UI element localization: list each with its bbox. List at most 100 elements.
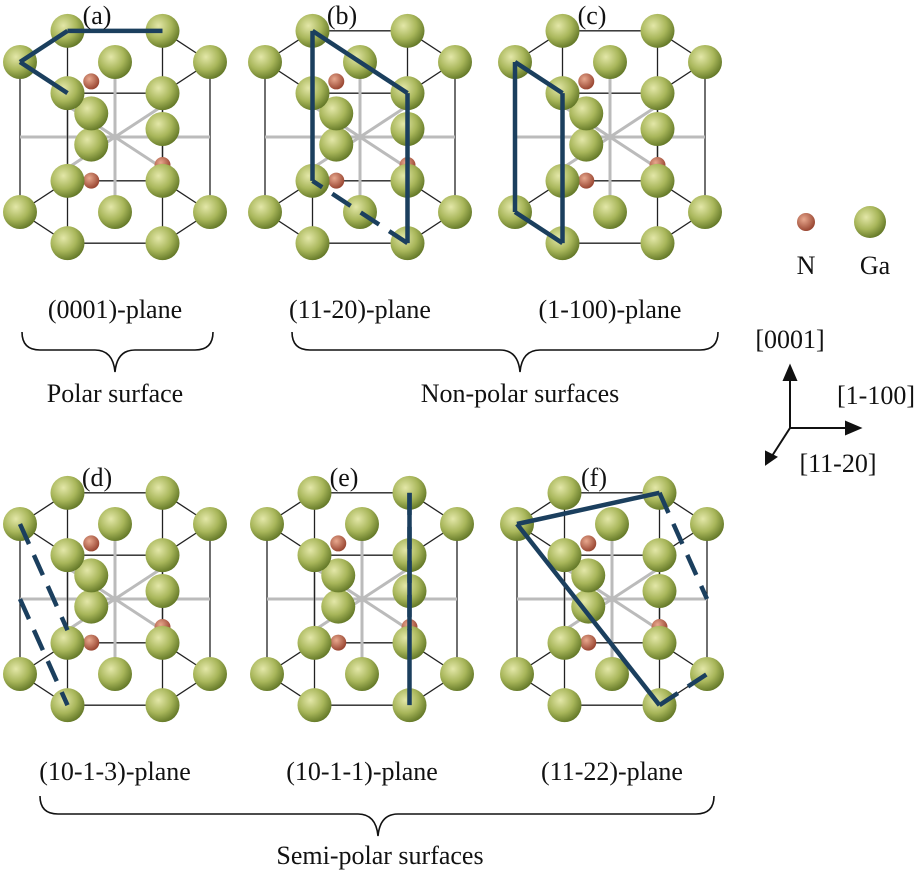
ga-atom [440, 507, 474, 541]
n-atom [328, 173, 344, 189]
ga-atom [593, 45, 627, 79]
ga-atom [571, 590, 605, 624]
ga-atom [51, 626, 85, 660]
ga-atom [548, 688, 582, 722]
ga-atom [193, 195, 227, 229]
ga-atom [98, 45, 132, 79]
ga-atom [146, 164, 180, 198]
axis-label: [1-100] [837, 381, 915, 410]
axis-label: [0001] [755, 325, 824, 354]
n-atom-icon [797, 213, 815, 231]
ga-atom [345, 507, 379, 541]
n-atom [330, 635, 346, 651]
n-atom [578, 73, 594, 89]
ga-atom [298, 626, 332, 660]
group-label: Polar surface [47, 379, 183, 408]
bond [515, 212, 563, 243]
panel-label: (a) [83, 1, 112, 30]
ga-atom [500, 657, 534, 691]
plane-label: (10-1-1)-plane [286, 757, 438, 786]
ga-atom [440, 657, 474, 691]
ga-atom [51, 226, 85, 260]
n-atom [330, 535, 346, 551]
panel-label: (f) [581, 463, 607, 492]
ga-atom [74, 590, 108, 624]
ga-atom [438, 45, 472, 79]
ga-atom [391, 14, 425, 48]
crystal-cell [498, 14, 722, 260]
ga-atom [296, 226, 330, 260]
n-atom [83, 173, 99, 189]
n-atom [580, 635, 596, 651]
ga-atom [298, 476, 332, 510]
ga-atom [641, 164, 675, 198]
ga-atom [193, 507, 227, 541]
crystal-cell [3, 14, 227, 260]
figure: Polar surface Non-polar surfaces Semi-po… [0, 0, 924, 874]
crystal-cell [248, 14, 472, 260]
ga-atom [146, 574, 180, 608]
ga-atom [298, 688, 332, 722]
bond [20, 31, 68, 62]
plane-label: (0001)-plane [48, 295, 182, 324]
axis-label: [11-20] [799, 449, 876, 478]
ga-atom [146, 688, 180, 722]
panel-label: (c) [578, 1, 607, 30]
ga-atom [641, 14, 675, 48]
ga-atom [321, 590, 355, 624]
plane-label: (10-1-3)-plane [39, 757, 191, 786]
brace [22, 332, 213, 372]
ga-atom [51, 164, 85, 198]
ga-atom [248, 195, 282, 229]
ga-atom [248, 45, 282, 79]
brace [40, 796, 714, 836]
ga-atom [146, 76, 180, 110]
n-atom [328, 73, 344, 89]
crystal-cell [3, 476, 227, 722]
ga-atom [548, 626, 582, 660]
ga-atom [3, 195, 37, 229]
bond [517, 493, 660, 524]
n-atom [578, 173, 594, 189]
crystal-cells [3, 14, 724, 722]
ga-atom [438, 195, 472, 229]
ga-atom [569, 128, 603, 162]
crystal-cell [250, 476, 474, 722]
ga-atom [146, 476, 180, 510]
ga-atom [98, 195, 132, 229]
panel-label: (d) [82, 463, 112, 492]
brace [292, 332, 718, 372]
ga-atom-icon [854, 206, 886, 238]
ga-atom [690, 507, 724, 541]
ga-atom [250, 657, 284, 691]
ga-atom [643, 538, 677, 572]
ga-atom [250, 507, 284, 541]
crystal-cell [500, 476, 724, 722]
plane-label: (1-100)-plane [539, 295, 682, 324]
ga-atom [688, 45, 722, 79]
ga-atom [345, 657, 379, 691]
n-atom [83, 635, 99, 651]
group-label: Non-polar surfaces [421, 379, 620, 408]
ga-atom [546, 14, 580, 48]
ga-atom [641, 112, 675, 146]
ga-atom [641, 76, 675, 110]
ga-atom [593, 195, 627, 229]
bond [515, 62, 563, 93]
ga-atom [51, 538, 85, 572]
ga-atom [298, 538, 332, 572]
ga-atom [146, 538, 180, 572]
legend-label: N [797, 251, 816, 280]
n-atom [83, 73, 99, 89]
ga-atom [643, 574, 677, 608]
legend-label: Ga [860, 251, 891, 280]
group-label: Semi-polar surfaces [276, 841, 483, 870]
ga-atom [3, 657, 37, 691]
ga-atom [193, 657, 227, 691]
ga-atom [146, 112, 180, 146]
ga-atom [98, 657, 132, 691]
ga-atom [643, 626, 677, 660]
ga-atom [548, 476, 582, 510]
ga-atom [51, 476, 85, 510]
plane-label: (11-22)-plane [541, 757, 683, 786]
